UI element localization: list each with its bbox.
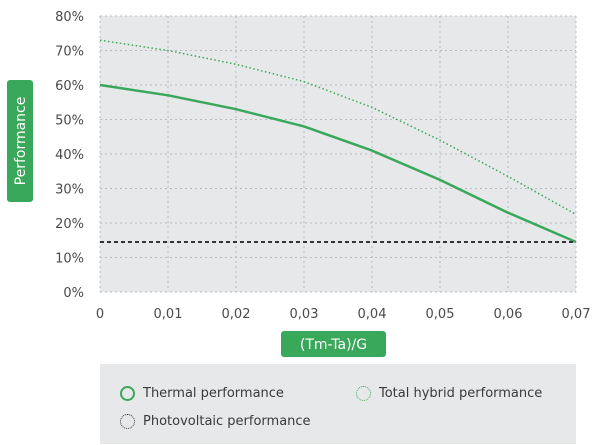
legend-label-photovoltaic: Photovoltaic performance bbox=[143, 414, 311, 429]
y-tick-label: 30% bbox=[55, 183, 84, 198]
dotted-circle-icon bbox=[120, 414, 135, 429]
x-tick-label: 0,03 bbox=[290, 307, 319, 322]
y-tick-label: 0% bbox=[63, 286, 84, 301]
y-tick-label: 20% bbox=[55, 217, 84, 232]
y-axis-label: Performance bbox=[13, 97, 29, 186]
legend-item-thermal: Thermal performance bbox=[120, 386, 284, 401]
x-tick-label: 0,04 bbox=[358, 307, 387, 322]
x-axis-label-badge bbox=[281, 331, 386, 357]
y-tick-label: 50% bbox=[55, 114, 84, 129]
y-axis-label-badge bbox=[7, 80, 33, 202]
y-tick-label: 40% bbox=[55, 148, 84, 163]
dotted-circle-icon bbox=[356, 386, 371, 401]
y-tick-label: 10% bbox=[55, 252, 84, 267]
series-line-thermal bbox=[99, 83, 577, 244]
chart-area: 0% 10% 20% 30% 40% 50% 60% 70% 80% 0 0,01 0,02 0,03 0… bbox=[7, 10, 591, 357]
legend-label-total-hybrid: Total hybrid performance bbox=[379, 386, 543, 401]
x-tick-label: 0,02 bbox=[222, 307, 251, 322]
x-tick-label: 0 bbox=[96, 307, 104, 322]
y-tick-label: 80% bbox=[55, 10, 84, 25]
line-chart: 0% 10% 20% 30% 40% 50% 60% 70% 80% 0 0,01 0,02 0,03 0… bbox=[7, 10, 591, 357]
legend-label-thermal: Thermal performance bbox=[143, 386, 284, 401]
legend-item-photovoltaic: Photovoltaic performance bbox=[120, 414, 311, 429]
y-tick-label: 60% bbox=[55, 79, 84, 94]
series-line-total-hybrid bbox=[99, 39, 577, 216]
solid-circle-icon bbox=[120, 386, 135, 401]
x-axis-label: (Tm-Ta)/G bbox=[300, 337, 367, 353]
legend-item-total-hybrid: Total hybrid performance bbox=[356, 386, 542, 401]
x-tick-label: 0,07 bbox=[562, 307, 591, 322]
x-tick-label: 0,05 bbox=[426, 307, 455, 322]
x-tick-label: 0,06 bbox=[494, 307, 523, 322]
x-tick-label: 0,01 bbox=[154, 307, 183, 322]
y-tick-label: 70% bbox=[55, 45, 84, 60]
legend: Thermal performance Total hybrid perform… bbox=[100, 364, 576, 444]
